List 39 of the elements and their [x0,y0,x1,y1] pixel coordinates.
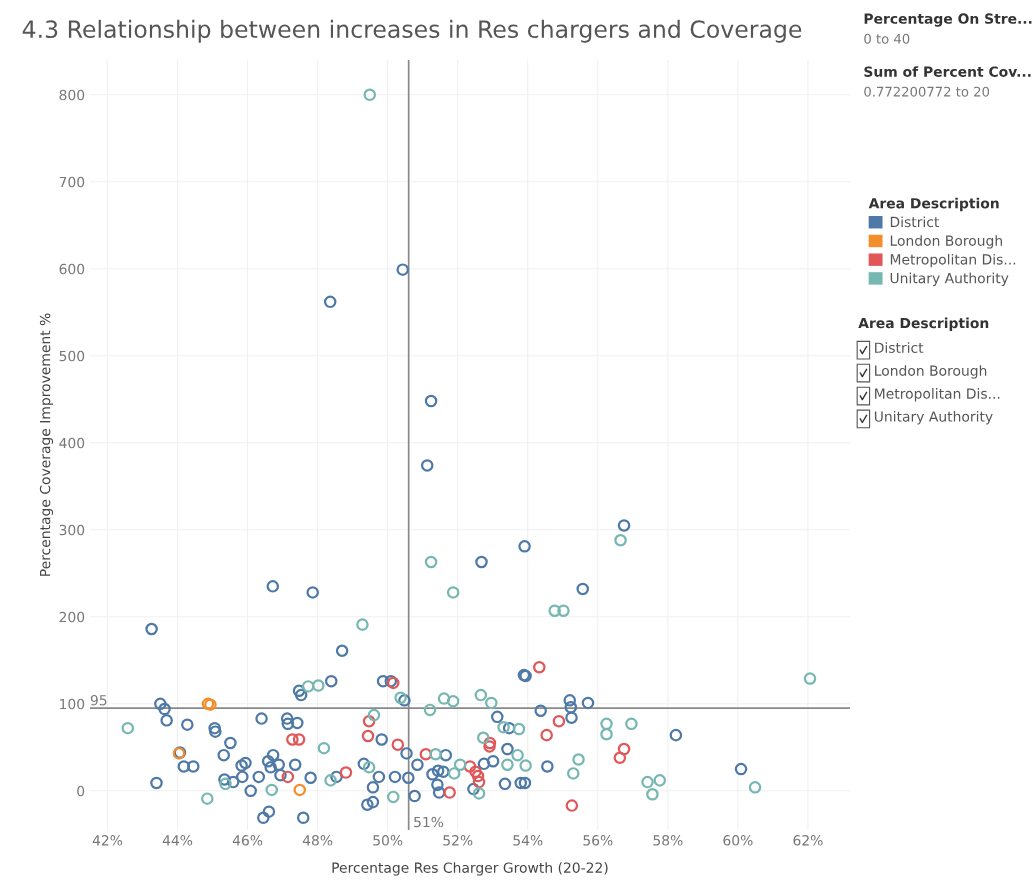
x-tick-label: 50% [373,835,403,846]
text: Sum of Percent Cov... [864,66,1031,77]
x-tick-label: 44% [162,835,193,846]
legend-label: District [890,216,940,228]
y-tick-label: 800 [59,89,85,101]
x-tick-label: 62% [793,835,823,846]
y-tick-label: 300 [59,524,85,536]
text: Unitary Authority [874,411,993,425]
text: Metropolitan Dis... [875,388,1000,402]
x-tick-label: 58% [653,835,683,846]
text: 0 to 40 [864,33,910,44]
x-tick-label: 54% [513,835,543,846]
ref-line-label: 95 [90,694,107,706]
y-tick-label: 700 [59,176,85,188]
x-tick-label: 60% [723,835,753,846]
text: London Borough [875,365,987,379]
y-tick-label: 100 [60,698,85,710]
legend-label: London Borough [890,235,1002,249]
x-tick-label: 46% [232,835,263,846]
legend-label: Metropolitan Dis... [890,253,1016,268]
x-axis-title: Percentage Res Charger Growth (20-22) [332,862,608,876]
x-tick-label: 42% [92,835,123,846]
y-tick-label: 600 [59,263,85,275]
legend-title: Area Description [868,197,999,212]
text: 0.772200772 to 20 [864,86,990,97]
text: Area Description [858,317,989,331]
text: District [875,342,924,353]
legend-label: Unitary Authority [890,272,1009,287]
y-tick-label: 400 [59,437,85,449]
y-axis-title: Percentage Coverage Improvement % [39,313,54,576]
x-tick-label: 56% [583,835,613,846]
y-tick-label: 0 [77,785,85,797]
y-tick-label: 200 [59,611,85,623]
ref-line-label: 51% [414,816,444,828]
chart-title: 4.3 Relationship between increases in Res chargers and Coverage [22,19,802,43]
y-tick-label: 500 [59,350,85,362]
x-tick-label: 48% [302,835,333,846]
text: Percentage On Stre... [864,13,1032,27]
x-tick-label: 52% [443,835,473,846]
